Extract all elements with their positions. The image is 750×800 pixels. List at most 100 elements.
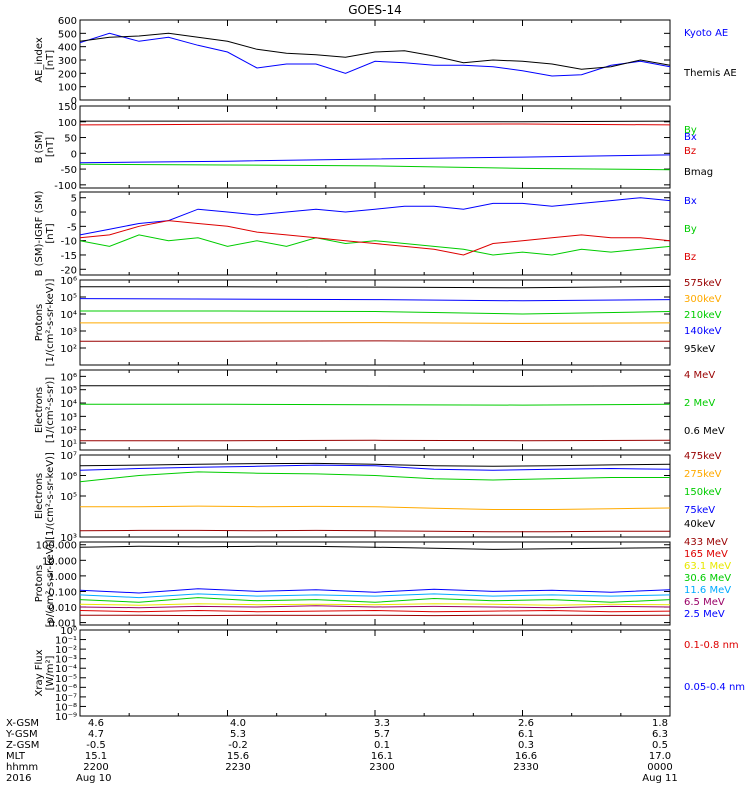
- ephemeris-row-label: Z-GSM: [6, 740, 39, 751]
- legend-entry: 433 MeV: [684, 537, 728, 548]
- series-line-bz: [79, 220, 671, 256]
- ephemeris-value: 4.0: [230, 718, 246, 729]
- series-line-bmag: [80, 120, 671, 123]
- legend-entry: Bz: [684, 146, 696, 157]
- legend-entry: 475keV: [684, 451, 722, 462]
- series-line-2-mev: [80, 403, 671, 406]
- series-line-11-6-mev: [79, 593, 671, 599]
- y-tick-label: 10⁻¹: [55, 636, 77, 647]
- series-line-by: [79, 234, 671, 256]
- legend-entry: 210keV: [684, 310, 722, 321]
- legend-entry: 275keV: [684, 469, 722, 480]
- y-tick-label: 10⁴: [60, 310, 77, 321]
- ephemeris-value: Aug 10: [76, 773, 111, 784]
- y-tick-label: 500: [58, 29, 77, 40]
- y-tick-label: -50: [61, 165, 77, 176]
- series-line-0-6-mev: [80, 385, 671, 387]
- series-line-275kev: [80, 505, 671, 510]
- y-tick-label: 10²: [60, 344, 77, 355]
- y-tick-label: 300: [58, 56, 77, 67]
- y-tick-label: 100.000: [36, 541, 77, 552]
- panel-7: 0.001 0.010 0.100 1.000 10.000 100.000Protons…: [34, 537, 731, 630]
- legend-entry: By: [684, 125, 697, 136]
- series-line-475kev: [79, 529, 670, 533]
- panel-frame: [79, 541, 671, 626]
- series-line-95kev: [80, 285, 671, 289]
- panel-frame: [79, 629, 671, 717]
- y-tick-label: 100: [58, 83, 77, 94]
- legend-entry: Kyoto AE: [684, 28, 728, 39]
- panel-frame: [79, 105, 671, 189]
- y-tick-label: 0: [71, 208, 77, 219]
- y-axis-label: B (SM)[nT]: [34, 130, 56, 163]
- y-tick-label: 10³: [60, 412, 77, 423]
- series-line-210kev: [80, 310, 671, 315]
- y-tick-label: 100: [58, 118, 77, 129]
- series-line-40kev: [79, 462, 671, 467]
- panel-frame: [79, 454, 671, 538]
- ephemeris-value: Aug 11: [642, 773, 677, 784]
- ephemeris-value: 16.6: [515, 751, 537, 762]
- panel-6: 10³ 10⁵ 10⁶ 10⁷ Electrons[1/(cm²-s-sr-keV)] 4…: [34, 451, 722, 544]
- y-tick-label: 0.100: [48, 587, 77, 598]
- y-tick-label: 10⁻⁵: [55, 674, 77, 685]
- series-line-themis-ae: [79, 32, 671, 70]
- y-tick-label: 10.000: [42, 556, 77, 567]
- series-line-30-6-mev: [79, 597, 671, 603]
- ephemeris-value: -0.5: [86, 740, 106, 751]
- legend-entry: 575keV: [684, 278, 722, 289]
- ephemeris-value: 5.3: [230, 729, 246, 740]
- y-tick-label: 10⁻⁴: [55, 664, 77, 675]
- ephemeris-value: 6.3: [652, 729, 668, 740]
- panel-frame: [79, 19, 671, 101]
- series-line-75kev: [79, 464, 671, 471]
- ephemeris-value: 2300: [369, 762, 394, 773]
- y-tick-label: 10⁻²: [55, 645, 77, 656]
- y-axis-label: AE_index[nT]: [34, 37, 56, 83]
- ephemeris-value: 0.3: [518, 740, 534, 751]
- ephemeris-row-label: MLT: [6, 751, 26, 762]
- y-tick-label: 200: [58, 69, 77, 80]
- ephemeris-value: 2200: [83, 762, 108, 773]
- panel-frame: [79, 191, 671, 276]
- y-tick-label: 10⁻⁸: [55, 702, 77, 713]
- ephemeris-value: 0000: [647, 762, 672, 773]
- series-line-bx: [79, 197, 671, 236]
- series-line-kyoto-ae: [79, 32, 671, 77]
- y-tick-label: 10⁻⁶: [55, 683, 77, 694]
- y-tick-label: 10³: [60, 327, 77, 338]
- legend-entry: Bx: [684, 196, 697, 207]
- y-tick-label: 0.001: [48, 619, 77, 630]
- y-tick-label: 10⁶: [60, 372, 77, 383]
- y-tick-label: 1.000: [48, 572, 77, 583]
- y-tick-label: 0.010: [48, 603, 77, 614]
- legend-entry: Bx: [684, 132, 697, 143]
- ephemeris-value: -0.2: [228, 740, 248, 751]
- y-axis-label: Electrons[1/(cm²-s-sr-keV)]: [34, 452, 56, 540]
- y-tick-label: 600: [58, 16, 77, 27]
- y-tick-label: 10⁻³: [55, 655, 77, 666]
- y-tick-label: -100: [54, 181, 77, 192]
- legend-entry: 300keV: [684, 294, 722, 305]
- y-axis-label: Electrons[1/(cm²-s-sr)]: [34, 377, 56, 443]
- ephemeris-value: 6.1: [518, 729, 534, 740]
- x-axis-ephemeris-table: X-GSM 4.6 4.0 3.3 2.6 1.8 Y-GSM 4.7 5.3 5.7 6.1 6.3…: [5, 718, 678, 784]
- legend-entry: 6.5 MeV: [684, 597, 725, 608]
- series-line-bz: [79, 123, 671, 126]
- y-tick-label: 10⁷: [60, 451, 77, 462]
- panel-3: -20 -15 -10 -5 0 5 B (SM)-IGRF (SM)[nT] Bx By Bz: [34, 191, 697, 277]
- series-line-150kev: [79, 471, 670, 483]
- ephemeris-value: 2.6: [518, 718, 534, 729]
- series-line-2-5-mev: [79, 588, 671, 594]
- y-axis-label: Protons[p/(cm²-s-sr-keV)]: [34, 540, 56, 628]
- y-tick-label: 10⁶: [60, 472, 77, 483]
- legend-entry: 150keV: [684, 487, 722, 498]
- series-line-bx: [79, 154, 671, 164]
- y-tick-label: 10⁴: [60, 399, 77, 410]
- y-tick-label: 10⁰: [60, 626, 77, 637]
- series-line-6-5-mev: [79, 605, 671, 609]
- ephemeris-value: 17.0: [649, 751, 671, 762]
- ephemeris-value: 4.6: [88, 718, 104, 729]
- ephemeris-value: 4.7: [88, 729, 104, 740]
